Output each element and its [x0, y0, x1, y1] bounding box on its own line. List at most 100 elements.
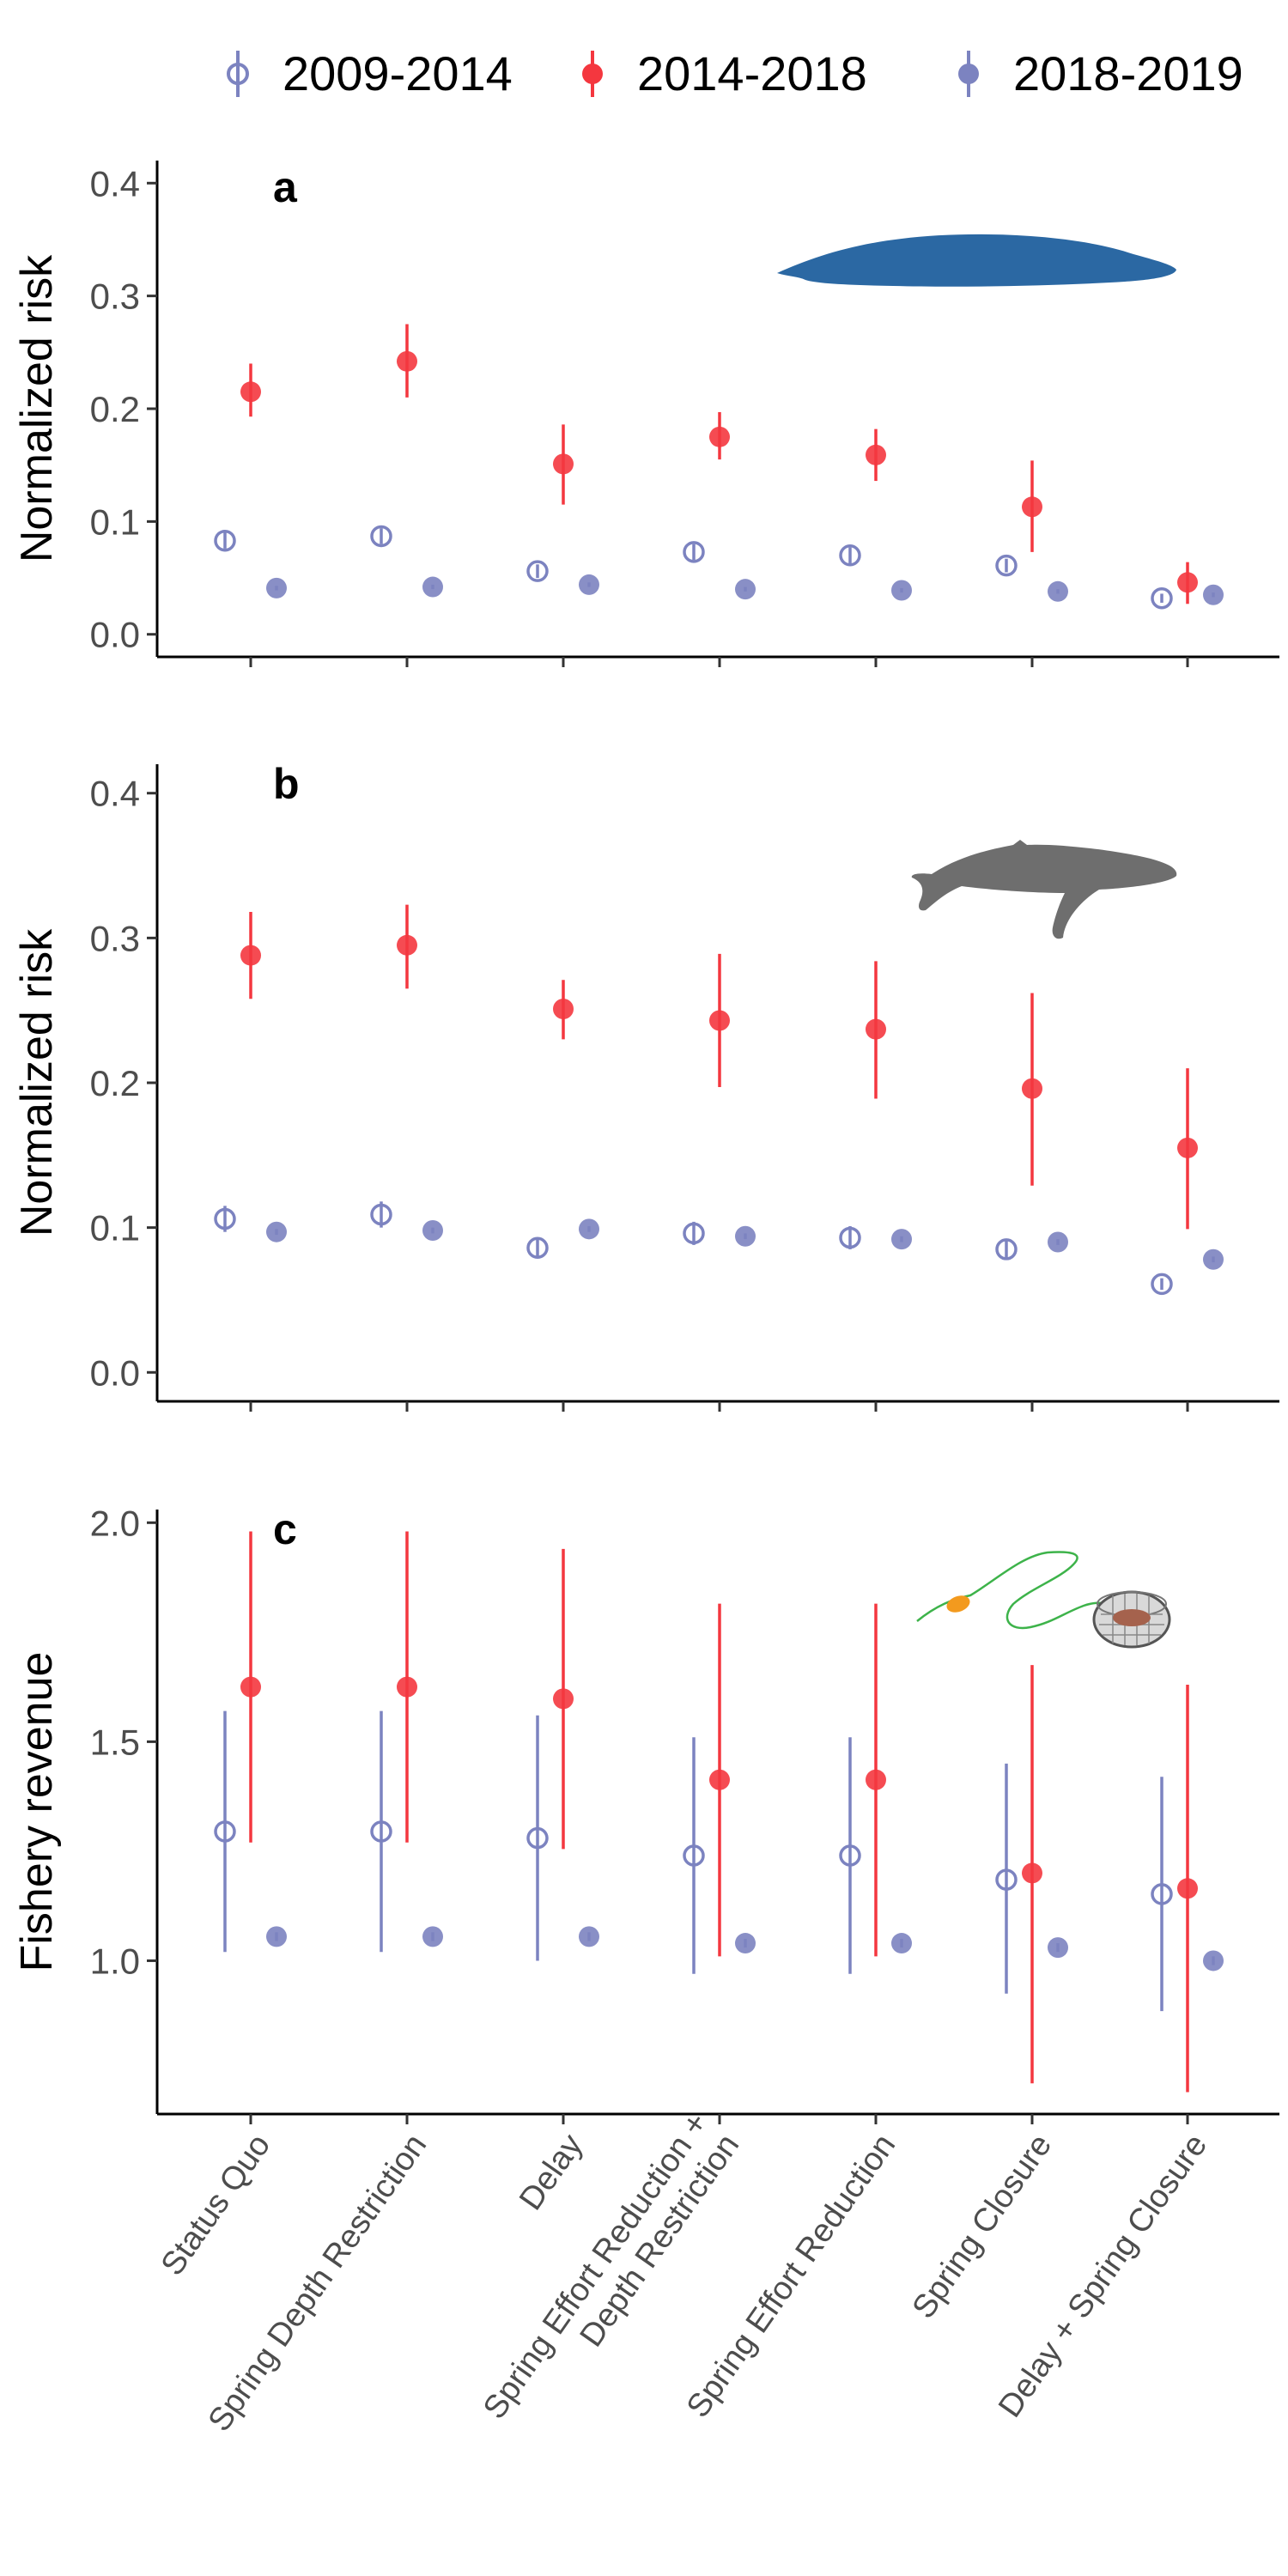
panel-c: 1.0 1.5 2.0 Fishery revenue c — [12, 1503, 1279, 2124]
data-point — [553, 1688, 574, 1710]
y-tick-label: 1.0 — [90, 1941, 140, 1981]
data-point — [1048, 1937, 1068, 1959]
data-point — [839, 544, 861, 567]
data-point — [579, 1218, 599, 1240]
data-point — [526, 560, 549, 582]
data-point — [579, 1926, 599, 1947]
y-axis-title: Normalized risk — [12, 254, 62, 562]
legend-item: 2014-2018 — [582, 46, 867, 100]
data-point — [891, 1933, 912, 1954]
data-point — [1177, 1137, 1198, 1158]
y-tick-label: 0.3 — [90, 918, 140, 958]
data-point — [240, 945, 261, 966]
data-point — [683, 1844, 705, 1867]
data-point — [1022, 496, 1042, 518]
data-point — [553, 998, 574, 1019]
data-point — [266, 577, 287, 598]
x-category-label: Spring Closure — [906, 2128, 1060, 2325]
panel-a: 0.0 0.1 0.2 0.3 0.4 Normalized risk a — [12, 161, 1279, 667]
series-2009-2014 — [214, 525, 1173, 610]
data-point — [995, 554, 1018, 577]
data-point — [995, 1238, 1018, 1261]
data-point — [370, 1203, 392, 1226]
data-point — [397, 1676, 417, 1698]
data-point — [1177, 572, 1198, 593]
legend-label: 2014-2018 — [637, 46, 867, 100]
y-tick-label: 0.0 — [90, 1352, 140, 1393]
data-point — [1203, 1950, 1224, 1971]
data-point — [735, 579, 756, 600]
series-2018-2019 — [266, 1926, 1224, 1971]
data-point — [1151, 1273, 1173, 1296]
data-point — [1048, 580, 1068, 602]
data-point — [1151, 586, 1173, 610]
data-point — [526, 1236, 549, 1259]
panel-b: 0.0 0.1 0.2 0.3 0.4 Normalized risk b — [12, 760, 1279, 1412]
data-point — [839, 1226, 861, 1249]
legend-item: 2018-2019 — [958, 46, 1243, 100]
y-tick-label: 0.4 — [90, 774, 140, 814]
y-tick-label: 0.2 — [90, 389, 140, 429]
data-point — [214, 1207, 236, 1230]
data-point — [1151, 1883, 1173, 1905]
data-point — [240, 381, 261, 403]
x-category-label-line: Spring Effort Reduction + — [477, 2106, 715, 2426]
data-point — [1177, 1878, 1198, 1899]
data-point — [709, 1010, 730, 1031]
x-category-label: Delay — [513, 2128, 590, 2217]
data-point — [683, 1222, 705, 1245]
data-point — [1203, 584, 1224, 605]
legend-label: 2018-2019 — [1013, 46, 1243, 100]
data-point — [735, 1933, 756, 1954]
y-tick-label: 1.5 — [90, 1722, 140, 1762]
legend-key-point — [582, 64, 603, 84]
data-point — [214, 1820, 236, 1843]
x-category-label: Status Quo — [155, 2128, 277, 2282]
series-2018-2019 — [266, 1218, 1224, 1270]
data-point — [422, 576, 443, 598]
data-point — [579, 574, 599, 595]
data-point — [397, 350, 417, 372]
data-point — [214, 529, 236, 552]
data-point — [1048, 1231, 1068, 1253]
data-point — [735, 1225, 756, 1247]
y-axis-title: Normalized risk — [12, 928, 62, 1236]
humpback-whale-icon — [911, 840, 1177, 939]
data-point — [683, 541, 705, 563]
series-2014-2018 — [240, 904, 1198, 1230]
data-point — [266, 1221, 287, 1242]
data-point — [266, 1926, 287, 1947]
x-category-label-line: Status Quo — [155, 2128, 277, 2282]
legend: 2009-2014 2014-2018 2018-2019 — [227, 46, 1243, 100]
data-point — [995, 1868, 1018, 1891]
legend-key-point — [958, 64, 979, 84]
data-point — [709, 426, 730, 447]
x-category-label-line: Delay — [513, 2128, 590, 2217]
data-point — [891, 1229, 912, 1250]
y-tick-label: 2.0 — [90, 1503, 140, 1543]
data-point — [1022, 1862, 1042, 1884]
data-point — [866, 1769, 886, 1790]
legend-item: 2009-2014 — [227, 46, 513, 100]
y-tick-label: 0.2 — [90, 1063, 140, 1103]
x-category-label-line: Spring Closure — [906, 2128, 1060, 2325]
data-point — [397, 934, 417, 956]
data-point — [526, 1826, 549, 1850]
blue-whale-icon — [777, 234, 1176, 287]
data-point — [422, 1220, 443, 1242]
data-point — [891, 580, 912, 601]
legend-key-point — [227, 63, 249, 85]
y-tick-label: 0.1 — [90, 501, 140, 542]
legend-label: 2009-2014 — [283, 46, 513, 100]
data-point — [866, 444, 886, 465]
y-tick-label: 0.3 — [90, 276, 140, 317]
data-point — [839, 1844, 861, 1867]
data-point — [866, 1018, 886, 1040]
y-tick-label: 0.4 — [90, 163, 140, 204]
data-point — [553, 453, 574, 475]
data-point — [370, 525, 392, 548]
data-point — [422, 1926, 443, 1947]
series-2009-2014 — [214, 1710, 1173, 2012]
